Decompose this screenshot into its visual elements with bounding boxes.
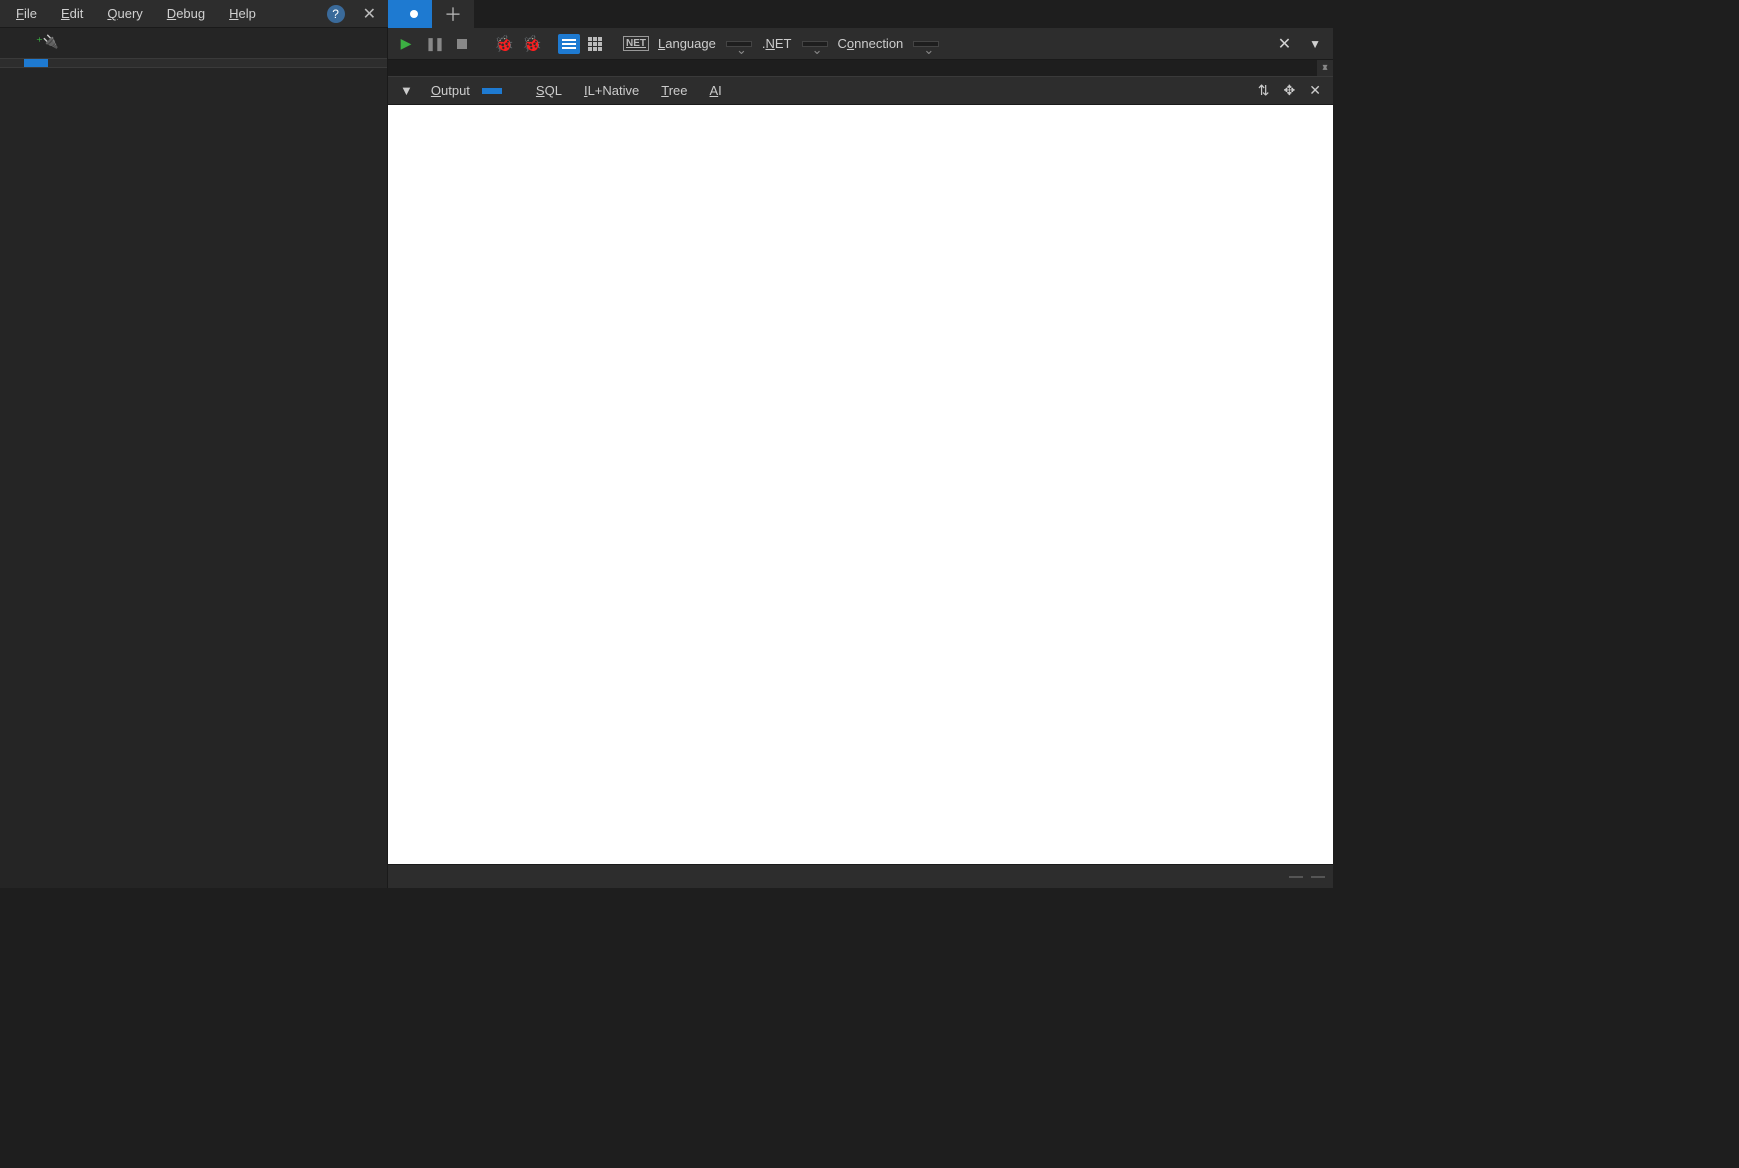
sidebar: ⁺🔌 — [0, 28, 388, 888]
results-tab-output[interactable]: Output — [421, 80, 480, 101]
side-tab-myqueries[interactable] — [0, 59, 24, 67]
language-label: Language — [652, 36, 722, 51]
menu-help[interactable]: Help — [217, 2, 268, 25]
side-tabs — [0, 58, 387, 68]
results-tab-chart[interactable] — [482, 88, 502, 94]
results-tab-ilnative[interactable]: IL+Native — [574, 80, 649, 101]
toolbar: ▶ ❚❚ 🐞 🐞 NET Language .NET Connection ✕ … — [388, 28, 1333, 60]
view-grid-icon[interactable] — [584, 34, 606, 54]
toolbar-close-icon[interactable]: ✕ — [1270, 34, 1299, 54]
sidebar-close-icon[interactable]: ✕ — [355, 4, 384, 24]
connection-dropdown[interactable] — [913, 41, 939, 47]
chart-area — [388, 105, 1333, 864]
view-list-icon[interactable] — [558, 34, 580, 54]
results-tab-sql[interactable]: SQL — [526, 80, 572, 101]
menubar: File Edit Query Debug Help ? ✕ — [0, 0, 388, 28]
results-close-icon[interactable]: ✕ — [1303, 82, 1327, 99]
chart-svg — [388, 105, 1333, 864]
results-tab-ai[interactable]: AI — [700, 80, 732, 101]
net-dropdown[interactable] — [802, 41, 828, 47]
tree — [0, 68, 387, 888]
right-panel: ▶ ❚❚ 🐞 🐞 NET Language .NET Connection ✕ … — [388, 28, 1333, 888]
tab-add-icon[interactable]: ＋ — [432, 0, 474, 31]
editor-wrap: ▴ ▾ — [388, 60, 1333, 77]
net-label: .NET — [756, 36, 798, 51]
side-tab-samples[interactable] — [24, 59, 48, 67]
scroll-down-icon[interactable]: ▾ — [1319, 62, 1331, 74]
connections-panel: ⁺🔌 — [0, 28, 387, 58]
stop-button[interactable] — [450, 32, 474, 56]
code-editor[interactable] — [388, 60, 1333, 76]
results-collapse-icon[interactable]: ▼ — [394, 83, 419, 98]
run-button[interactable]: ▶ — [394, 32, 418, 56]
results-tabs: ▼ Output SQL IL+Native Tree AI ⇅ ✥ ✕ — [388, 77, 1333, 105]
menu-file[interactable]: File — [4, 2, 49, 25]
language-dropdown[interactable] — [726, 41, 752, 47]
status-pid — [1289, 876, 1303, 878]
pause-button[interactable]: ❚❚ — [422, 32, 446, 56]
menu-query[interactable]: Query — [95, 2, 154, 25]
menu-edit[interactable]: Edit — [49, 2, 95, 25]
status-ins — [1311, 876, 1325, 878]
toolbar-menu-icon[interactable]: ▼ — [1303, 37, 1327, 51]
tab-dirty-icon — [410, 10, 418, 18]
tab-active[interactable] — [388, 0, 432, 28]
help-icon[interactable]: ? — [327, 5, 345, 23]
net-icon[interactable]: NET — [624, 32, 648, 56]
menu-debug[interactable]: Debug — [155, 2, 217, 25]
statusbar — [388, 864, 1333, 888]
results-sort-icon[interactable]: ⇅ — [1252, 82, 1276, 99]
results-expand-icon[interactable]: ✥ — [1278, 82, 1302, 99]
scrollbar[interactable]: ▴ ▾ — [1317, 60, 1333, 76]
results-tab-lambda[interactable] — [504, 88, 524, 94]
tabstrip: ＋ — [388, 0, 474, 28]
add-connection-row[interactable]: ⁺🔌 — [0, 32, 387, 52]
results-tab-tree[interactable]: Tree — [651, 80, 697, 101]
connection-label: Connection — [832, 36, 910, 51]
plug-icon: ⁺🔌 — [36, 34, 59, 50]
debug2-icon[interactable]: 🐞 — [520, 32, 544, 56]
debug-icon[interactable]: 🐞 — [492, 32, 516, 56]
